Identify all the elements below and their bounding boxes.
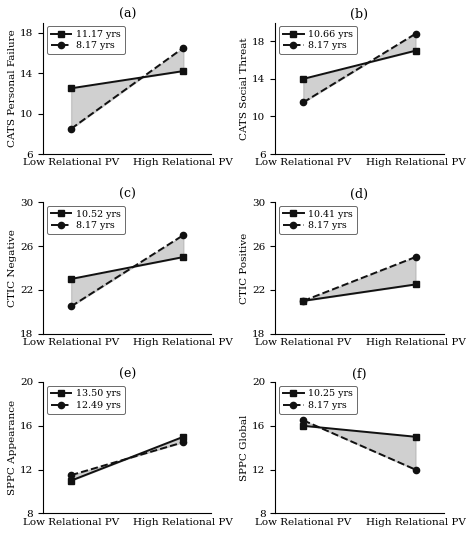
Line: 8.17 yrs: 8.17 yrs <box>68 45 186 132</box>
Line: 8.17 yrs: 8.17 yrs <box>300 30 419 105</box>
8.17 yrs <box>181 44 186 51</box>
12.49 yrs <box>68 472 74 478</box>
Y-axis label: CATS Personal Failure: CATS Personal Failure <box>9 29 18 147</box>
Legend: 11.17 yrs, 8.17 yrs: 11.17 yrs, 8.17 yrs <box>47 26 125 54</box>
Legend: 10.25 yrs, 8.17 yrs: 10.25 yrs, 8.17 yrs <box>279 386 357 414</box>
11.17 yrs <box>181 68 186 74</box>
Y-axis label: CTIC Positive: CTIC Positive <box>240 232 249 304</box>
Title: (e): (e) <box>118 368 136 381</box>
Legend: 10.41 yrs, 8.17 yrs: 10.41 yrs, 8.17 yrs <box>279 206 357 234</box>
8.17 yrs <box>68 303 74 310</box>
8.17 yrs <box>301 297 306 304</box>
Line: 8.17 yrs: 8.17 yrs <box>300 417 419 473</box>
Line: 13.50 yrs: 13.50 yrs <box>68 434 186 484</box>
10.25 yrs <box>301 423 306 429</box>
Y-axis label: CTIC Negative: CTIC Negative <box>9 229 18 307</box>
10.66 yrs <box>413 48 419 54</box>
Y-axis label: CATS Social Threat: CATS Social Threat <box>240 37 249 140</box>
8.17 yrs <box>181 232 186 238</box>
Y-axis label: SPPC Appearance: SPPC Appearance <box>9 400 18 495</box>
Line: 10.52 yrs: 10.52 yrs <box>68 254 186 282</box>
8.17 yrs <box>301 417 306 424</box>
Line: 8.17 yrs: 8.17 yrs <box>68 232 186 309</box>
Legend: 10.52 yrs, 8.17 yrs: 10.52 yrs, 8.17 yrs <box>47 206 125 234</box>
10.41 yrs <box>301 297 306 304</box>
Legend: 10.66 yrs, 8.17 yrs: 10.66 yrs, 8.17 yrs <box>279 26 357 54</box>
8.17 yrs <box>413 467 419 473</box>
8.17 yrs <box>68 126 74 132</box>
Line: 10.66 yrs: 10.66 yrs <box>300 48 419 82</box>
10.52 yrs <box>68 276 74 282</box>
8.17 yrs <box>301 99 306 105</box>
13.50 yrs <box>181 433 186 440</box>
Line: 11.17 yrs: 11.17 yrs <box>68 68 186 91</box>
Y-axis label: SPPC Global: SPPC Global <box>240 415 249 481</box>
Title: (f): (f) <box>352 368 367 381</box>
12.49 yrs <box>181 439 186 446</box>
Title: (d): (d) <box>350 188 368 201</box>
11.17 yrs <box>68 85 74 91</box>
10.25 yrs <box>413 433 419 440</box>
Title: (c): (c) <box>119 188 136 201</box>
Legend: 13.50 yrs, 12.49 yrs: 13.50 yrs, 12.49 yrs <box>47 386 125 414</box>
Line: 8.17 yrs: 8.17 yrs <box>300 254 419 304</box>
10.52 yrs <box>181 254 186 260</box>
Title: (b): (b) <box>350 9 368 21</box>
10.66 yrs <box>301 75 306 82</box>
Line: 10.41 yrs: 10.41 yrs <box>300 281 419 304</box>
8.17 yrs <box>413 254 419 260</box>
10.41 yrs <box>413 281 419 288</box>
13.50 yrs <box>68 477 74 484</box>
Line: 10.25 yrs: 10.25 yrs <box>300 423 419 440</box>
8.17 yrs <box>413 30 419 37</box>
Line: 12.49 yrs: 12.49 yrs <box>68 439 186 478</box>
Title: (a): (a) <box>118 9 136 21</box>
